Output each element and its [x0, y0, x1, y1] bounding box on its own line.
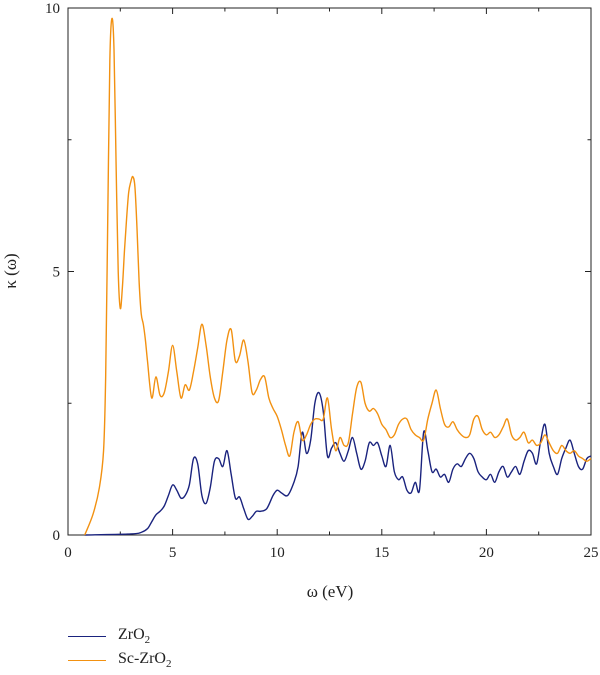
- legend-swatch-sc-zro2: [68, 659, 106, 661]
- legend-label-sc-zro2: Sc-ZrO2: [118, 649, 172, 671]
- x-axis-label: ω (eV): [307, 582, 354, 601]
- y-tick-label: 5: [53, 265, 61, 281]
- x-tick-label: 25: [584, 545, 599, 561]
- x-tick-label: 0: [64, 545, 72, 561]
- series-line-zro2: [84, 391, 592, 536]
- series-line-sc-zro2: [84, 17, 592, 536]
- y-axis-label: κ (ω): [1, 253, 20, 288]
- legend-swatch-zro2: [68, 635, 106, 637]
- x-tick-label: 20: [479, 545, 494, 561]
- plot-axes: 0 5 10 15 20 25 0 5 10: [45, 1, 599, 561]
- legend-item-zro2: ZrO2: [68, 624, 171, 648]
- y-tick-label: 10: [45, 1, 60, 17]
- legend: ZrO2 Sc-ZrO2: [68, 624, 171, 672]
- x-tick-label: 15: [374, 545, 389, 561]
- x-tick-label: 5: [169, 545, 177, 561]
- series-layer: [84, 17, 592, 536]
- legend-item-sc-zro2: Sc-ZrO2: [68, 648, 171, 672]
- y-tick-label: 0: [53, 528, 61, 544]
- x-tick-label: 10: [270, 545, 285, 561]
- legend-label-zro2: ZrO2: [118, 625, 151, 647]
